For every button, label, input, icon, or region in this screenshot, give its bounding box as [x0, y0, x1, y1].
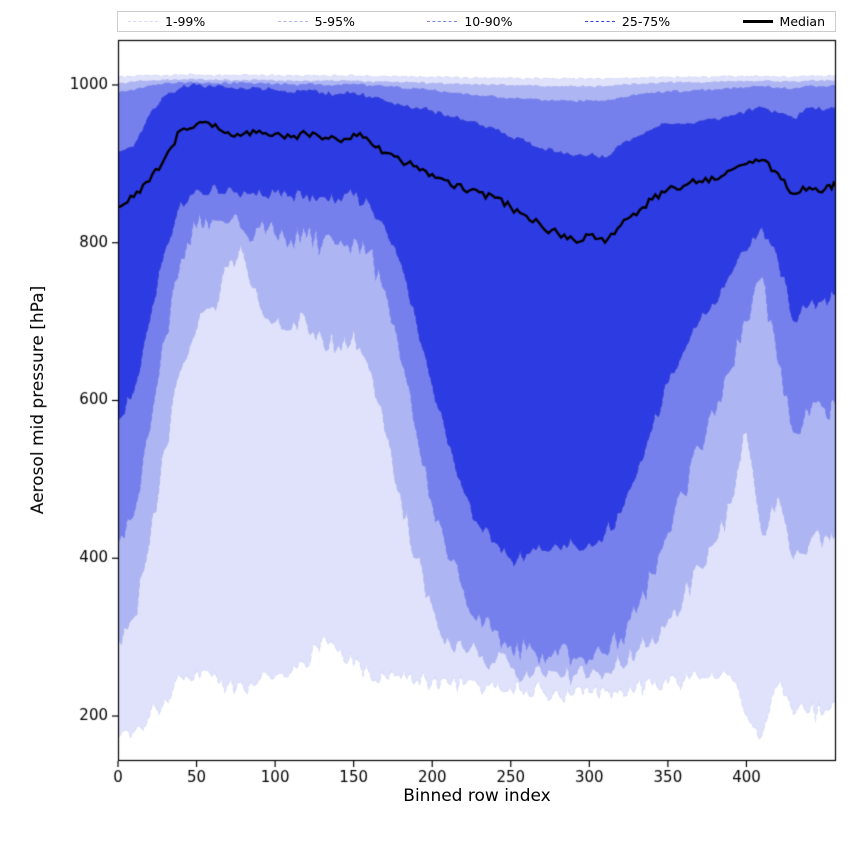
legend-line-sample: [277, 21, 308, 22]
legend-line-sample: [742, 20, 773, 23]
legend-label: 10-90%: [464, 14, 513, 29]
legend-line-sample: [584, 21, 615, 22]
legend-label: 5-95%: [314, 14, 355, 29]
legend-label: Median: [779, 14, 825, 29]
y-axis-label: Aerosol mid pressure [hPa]: [28, 285, 48, 515]
legend-entry-median: Median: [742, 14, 825, 29]
legend-entry-10-90-: 10-90%: [427, 14, 513, 29]
legend-label: 1-99%: [165, 14, 206, 29]
legend-entry-1-99-: 1-99%: [128, 14, 205, 29]
legend-label: 25-75%: [621, 14, 671, 29]
legend-entry-25-75-: 25-75%: [584, 14, 671, 29]
legend-line-sample: [128, 21, 158, 22]
legend: 1-99% 5-95% 10-90% 25-75% Median: [117, 11, 836, 32]
legend-line-sample: [427, 21, 458, 22]
x-axis-label: Binned row index: [403, 786, 551, 806]
legend-entry-5-95-: 5-95%: [277, 14, 355, 29]
